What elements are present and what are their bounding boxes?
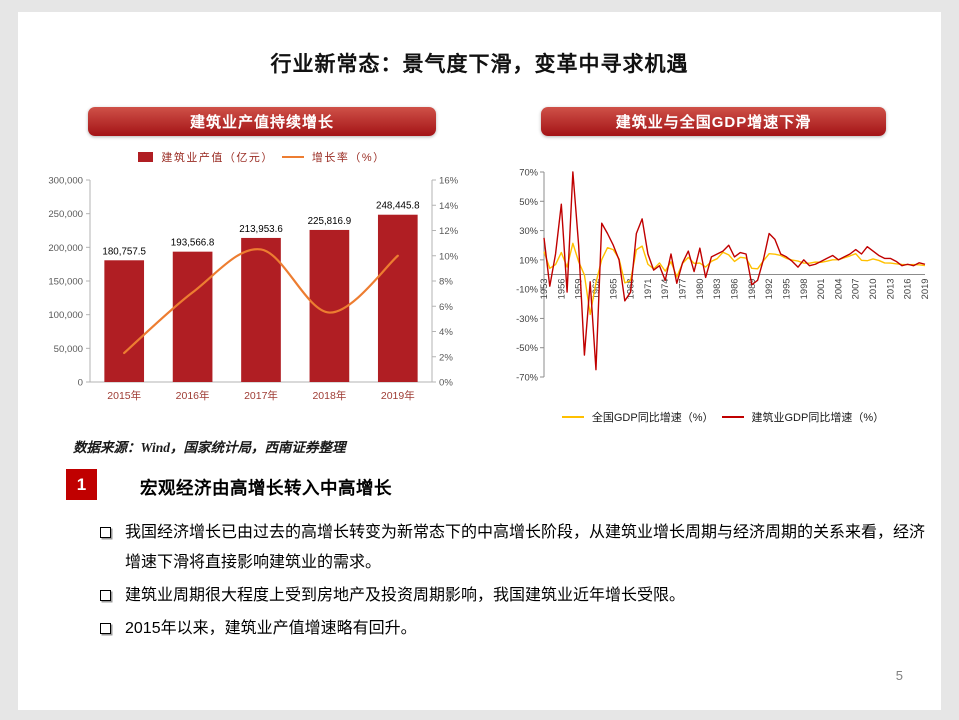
output-chart-legend: 建筑业产值（亿元） 增长率（%）: [78, 149, 446, 165]
bar: [241, 237, 281, 382]
x-tick-label: 2001: [815, 279, 826, 300]
y-tick-label: -50%: [516, 342, 538, 353]
y2-tick-label: 10%: [439, 251, 459, 262]
list-item: 我国经济增长已由过去的高增长转变为新常态下的中高增长阶段，从建筑业增长周期与经济…: [100, 518, 934, 578]
y-tick-label: 250,000: [48, 209, 83, 220]
bullet-square-icon: [100, 623, 111, 634]
list-item: 建筑业周期很大程度上受到房地产及投资周期影响，我国建筑业近年增长受限。: [100, 581, 934, 611]
x-tick-label: 1986: [729, 279, 740, 300]
y-tick-label: 30%: [519, 225, 538, 236]
x-tick-label: 1971: [642, 279, 653, 300]
y-tick-label: 0: [78, 378, 83, 389]
x-tick-label: 2015年: [107, 389, 141, 402]
page-title: 行业新常态：景气度下滑，变革中寻求机遇: [270, 53, 689, 76]
y-tick-label: 10%: [519, 254, 538, 265]
x-tick-label: 2010: [867, 279, 878, 300]
bullet-square-icon: [100, 590, 111, 601]
y2-tick-label: 16%: [439, 176, 459, 187]
x-tick-label: 1998: [798, 279, 809, 300]
left-chart-title-banner: 建筑业产值持续增长: [88, 107, 436, 136]
gdp-growth-line: [543, 242, 926, 316]
construction-line-swatch-icon: [721, 416, 744, 418]
x-tick-label: 1995: [780, 279, 791, 300]
growth-line-label: 增长率（%）: [311, 152, 386, 164]
construction-line-label: 建筑业GDP同比增速（%）: [751, 412, 885, 424]
bar-series-swatch-icon: [138, 152, 154, 162]
x-tick-label: 2016年: [176, 389, 210, 402]
bullet-list: 我国经济增长已由过去的高增长转变为新常态下的中高增长阶段，从建筑业增长周期与经济…: [100, 518, 934, 647]
x-tick-label: 1992: [763, 279, 774, 300]
x-tick-label: 1980: [694, 279, 705, 300]
x-tick-label: 1956: [555, 279, 566, 300]
bar-series-label: 建筑业产值（亿元）: [161, 152, 274, 164]
y-tick-label: -10%: [516, 284, 538, 295]
x-tick-label: 1983: [711, 279, 722, 300]
x-tick-label: 1953: [538, 279, 549, 300]
y-tick-label: -30%: [516, 313, 538, 324]
x-tick-label: 2019年: [381, 389, 415, 402]
page-number: 5: [895, 668, 903, 683]
bar-value-label: 193,566.8: [171, 238, 215, 249]
bar-value-label: 213,953.6: [239, 224, 283, 235]
y2-tick-label: 6%: [439, 302, 453, 313]
bar: [104, 260, 145, 382]
y-tick-label: 100,000: [48, 310, 83, 321]
x-tick-label: 1977: [677, 279, 688, 300]
left-chart-title: 建筑业产值持续增长: [189, 114, 334, 131]
bar: [172, 251, 213, 382]
y-tick-label: 70%: [519, 167, 538, 178]
y2-tick-label: 0%: [439, 378, 453, 389]
x-tick-label: 2019: [919, 279, 930, 300]
growth-rate-line: [123, 248, 399, 355]
bar-value-label: 248,445.8: [376, 201, 420, 212]
construction-gdp-growth-line: [543, 171, 926, 371]
construction-output-chart: 0 50,000 100,000 150,000 200,000 250,000 300,0…: [48, 176, 459, 403]
growth-line-swatch-icon: [281, 156, 304, 158]
slide: 行业新常态：景气度下滑，变革中寻求机遇 建筑业产值持续增长 建筑业与全国GDP增…: [18, 12, 941, 710]
section-number-badge: 1: [66, 469, 97, 500]
gdp-chart-legend: 全国GDP同比增速（%） 建筑业GDP同比增速（%）: [523, 409, 923, 425]
bar-value-label: 225,816.9: [308, 216, 352, 227]
bullet-text: 建筑业周期很大程度上受到房地产及投资周期影响，我国建筑业近年增长受限。: [125, 587, 686, 604]
y2-tick-label: 12%: [439, 226, 459, 237]
y-tick-label: -70%: [516, 372, 538, 383]
y-tick-label: 50,000: [54, 344, 83, 355]
y2-tick-label: 8%: [439, 277, 453, 288]
x-tick-label: 2007: [850, 279, 861, 300]
x-tick-label: 1959: [573, 279, 584, 300]
x-tick-label: 2013: [884, 279, 895, 300]
bar: [377, 214, 418, 382]
gdp-line-label: 全国GDP同比增速（%）: [591, 412, 714, 424]
y-tick-label: 300,000: [48, 176, 83, 187]
data-source-note: 数据来源：Wind，国家统计局，西南证券整理: [73, 440, 346, 455]
gdp-growth-chart: 70% 50% 30% 10% -10% -30% -50% -70% 1953 1956 1959…: [516, 167, 930, 383]
x-tick-label: 1989: [746, 279, 757, 300]
right-chart-title-banner: 建筑业与全国GDP增速下滑: [541, 107, 886, 136]
y-tick-label: 50%: [519, 196, 538, 207]
bar-value-label: 180,757.5: [102, 246, 146, 257]
x-tick-label: 2016: [902, 279, 913, 300]
y-tick-label: 200,000: [48, 243, 83, 254]
y2-tick-label: 2%: [439, 352, 453, 363]
y2-tick-label: 4%: [439, 327, 453, 338]
gdp-line-swatch-icon: [561, 416, 584, 418]
section-heading: 宏观经济由高增长转入中高增长: [140, 478, 392, 498]
bullet-text: 我国经济增长已由过去的高增长转变为新常态下的中高增长阶段，从建筑业增长周期与经济…: [125, 524, 926, 571]
y2-tick-label: 14%: [439, 201, 459, 212]
x-tick-label: 1968: [625, 279, 636, 300]
right-chart-title: 建筑业与全国GDP增速下滑: [615, 114, 812, 131]
list-item: 2015年以来，建筑业产值增速略有回升。: [100, 614, 934, 644]
x-tick-label: 1965: [607, 279, 618, 300]
bullet-square-icon: [100, 527, 111, 538]
bullet-text: 2015年以来，建筑业产值增速略有回升。: [125, 620, 417, 637]
x-tick-label: 2004: [832, 279, 843, 300]
y-tick-label: 150,000: [48, 277, 83, 288]
x-tick-label: 2017年: [244, 389, 278, 402]
x-tick-label: 1974: [659, 279, 670, 300]
x-tick-label: 2018年: [312, 389, 346, 402]
